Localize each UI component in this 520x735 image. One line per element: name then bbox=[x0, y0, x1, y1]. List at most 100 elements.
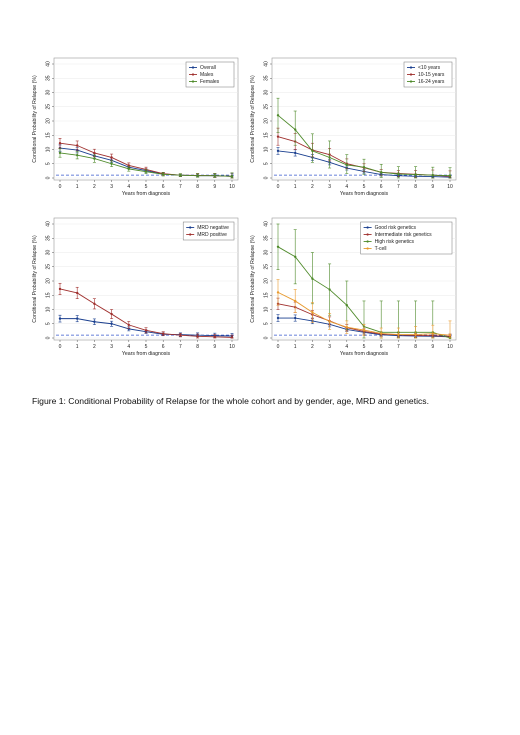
legend-marker bbox=[366, 233, 369, 236]
x-axis-label: Years from diagnosis bbox=[122, 191, 171, 197]
y-tick-label: 35 bbox=[45, 75, 51, 81]
data-point bbox=[397, 172, 400, 176]
x-tick-label: 4 bbox=[345, 184, 348, 190]
y-tick-label: 40 bbox=[45, 61, 51, 67]
chart-panel-age: 0 5 10 15 20 25 30 35 40 0 1 2 3 4 5 6 7 8 9 10 Years from d… bbox=[246, 52, 460, 202]
y-tick-label: 15 bbox=[45, 132, 51, 138]
data-point bbox=[362, 165, 366, 169]
x-tick-label: 5 bbox=[363, 344, 366, 350]
y-tick-label: 30 bbox=[45, 90, 51, 96]
legend-label: Good risk genetics bbox=[375, 225, 417, 231]
legend-label: <10 years bbox=[418, 65, 441, 71]
y-tick-label: 15 bbox=[45, 292, 51, 298]
y-tick-label: 0 bbox=[263, 336, 269, 339]
data-point bbox=[328, 320, 331, 323]
data-point bbox=[448, 174, 452, 177]
y-tick-label: 0 bbox=[263, 176, 269, 179]
data-point bbox=[196, 335, 199, 338]
x-tick-label: 3 bbox=[110, 344, 113, 350]
legend-marker bbox=[409, 66, 413, 69]
y-tick-label: 5 bbox=[263, 322, 269, 325]
data-point bbox=[448, 333, 452, 337]
x-tick-label: 9 bbox=[213, 344, 216, 350]
data-point bbox=[76, 291, 79, 295]
data-point bbox=[294, 128, 297, 131]
data-point bbox=[276, 291, 280, 294]
data-point bbox=[76, 154, 79, 157]
legend-marker bbox=[409, 80, 413, 83]
x-tick-label: 7 bbox=[179, 344, 182, 350]
data-point bbox=[276, 149, 280, 153]
data-point bbox=[380, 171, 383, 174]
chart-mrd: 0 5 10 15 20 25 30 35 40 0 1 2 3 4 5 6 7 8 9 10 Years from d… bbox=[32, 217, 239, 357]
y-tick-label: 40 bbox=[263, 61, 269, 67]
legend bbox=[360, 221, 453, 255]
legend-marker bbox=[189, 226, 192, 229]
data-point bbox=[431, 173, 434, 177]
data-point bbox=[162, 332, 165, 335]
legend-label: MRD negative bbox=[197, 225, 229, 231]
chart-panel-overall-gender: 0 5 10 15 20 25 30 35 40 0 1 2 3 4 5 6 7 8 9 10 Years from d… bbox=[28, 52, 242, 202]
y-tick-label: 25 bbox=[45, 104, 51, 110]
legend-label: Intermediate risk genetics bbox=[375, 232, 432, 238]
legend-label: 16-24 years bbox=[418, 79, 445, 85]
data-point bbox=[276, 316, 280, 320]
data-point bbox=[110, 322, 113, 325]
y-tick-label: 10 bbox=[45, 147, 51, 153]
legend-label: 10-15 years bbox=[418, 72, 445, 78]
legend-label: Males bbox=[200, 72, 214, 78]
series-t-cell bbox=[276, 279, 452, 339]
data-point bbox=[93, 320, 96, 323]
x-tick-label: 3 bbox=[328, 184, 331, 190]
y-tick-label: 15 bbox=[263, 292, 269, 298]
data-point bbox=[311, 311, 314, 314]
y-tick-label: 20 bbox=[263, 118, 269, 124]
y-tick-label: 15 bbox=[263, 132, 269, 138]
data-point bbox=[162, 173, 165, 176]
y-tick-label: 35 bbox=[263, 235, 269, 241]
x-axis-label: Years from diagnosis bbox=[340, 191, 389, 197]
y-tick-label: 5 bbox=[45, 322, 51, 325]
chart-panel-genetics: 0 5 10 15 20 25 30 35 40 0 1 2 3 4 5 6 7 8 9 10 Years from d… bbox=[246, 212, 460, 362]
x-tick-label: 7 bbox=[397, 344, 400, 350]
y-tick-label: 20 bbox=[45, 118, 51, 124]
data-point bbox=[345, 325, 348, 329]
legend-marker bbox=[366, 247, 369, 250]
y-axis-label: Conditional Probability of Relapse (%) bbox=[32, 75, 38, 163]
data-point bbox=[58, 287, 62, 291]
legend-marker bbox=[366, 226, 369, 229]
x-tick-label: 10 bbox=[447, 344, 453, 350]
legend-label: MRD positive bbox=[197, 232, 227, 238]
x-tick-label: 7 bbox=[179, 184, 182, 190]
x-tick-label: 5 bbox=[145, 184, 148, 190]
x-tick-label: 8 bbox=[414, 184, 417, 190]
x-tick-label: 6 bbox=[380, 184, 383, 190]
data-point bbox=[276, 114, 280, 117]
legend-marker bbox=[191, 66, 195, 69]
data-point bbox=[345, 304, 348, 307]
x-tick-label: 7 bbox=[397, 184, 400, 190]
data-point bbox=[311, 277, 314, 280]
x-tick-label: 0 bbox=[59, 344, 62, 350]
x-tick-label: 8 bbox=[414, 344, 417, 350]
x-tick-label: 1 bbox=[294, 344, 297, 350]
legend bbox=[182, 221, 235, 241]
x-tick-label: 10 bbox=[229, 184, 235, 190]
data-point bbox=[311, 149, 314, 153]
x-tick-label: 3 bbox=[328, 344, 331, 350]
data-point bbox=[58, 142, 62, 145]
data-point bbox=[294, 299, 297, 303]
data-point bbox=[328, 156, 331, 159]
y-tick-label: 0 bbox=[45, 336, 51, 339]
data-point bbox=[93, 302, 96, 305]
legend-marker bbox=[366, 240, 369, 243]
series-mrd-positive bbox=[58, 282, 234, 339]
data-point bbox=[213, 335, 216, 339]
data-point bbox=[179, 173, 182, 177]
x-tick-label: 4 bbox=[127, 184, 130, 190]
legend-marker bbox=[409, 73, 413, 76]
x-tick-label: 4 bbox=[345, 344, 348, 350]
data-point bbox=[93, 157, 96, 160]
figure-caption: Figure 1: Conditional Probability of Rel… bbox=[32, 396, 429, 406]
data-point bbox=[294, 255, 297, 258]
